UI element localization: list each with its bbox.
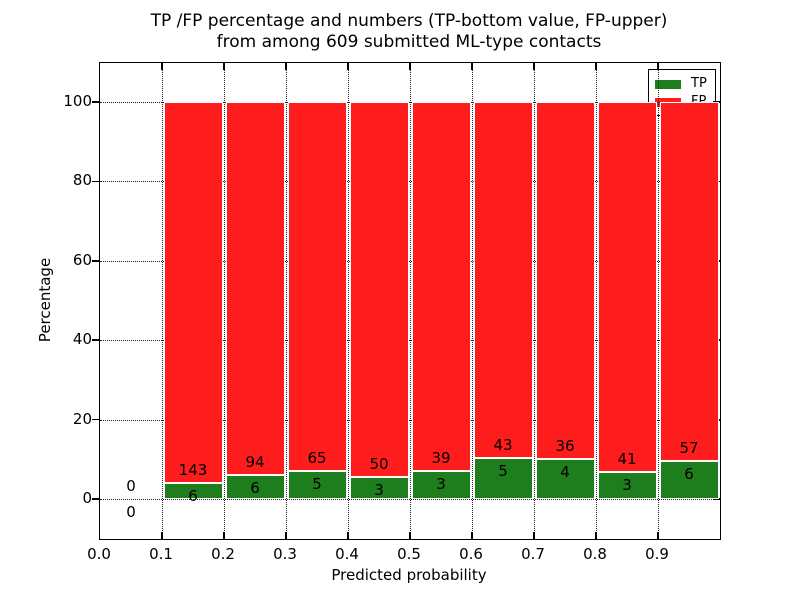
- x-axis-label: Predicted probability: [331, 566, 487, 584]
- x-tick-label-0.4: 0.4: [335, 545, 359, 563]
- bar-tp-segment-8: [598, 471, 657, 499]
- y-tick-label-0: 0: [82, 489, 92, 507]
- fp-count-label-8: 41: [617, 449, 637, 468]
- y-tick-left: [91, 180, 99, 183]
- legend-swatch-tp: [655, 79, 681, 89]
- x-tick-bottom: [533, 532, 535, 539]
- tp-count-label-6: 5: [498, 461, 508, 480]
- x-tick-label-0.1: 0.1: [149, 545, 173, 563]
- y-tick-left: [91, 101, 99, 103]
- x-tick-bottom: [471, 532, 473, 539]
- v-gridline-0.2: [224, 63, 225, 539]
- bar-tp-segment-3: [288, 470, 347, 499]
- v-gridline-0.4: [348, 63, 349, 539]
- tp-count-label-8: 3: [622, 475, 632, 494]
- v-gridline-0.3: [286, 63, 287, 539]
- fp-count-label-4: 50: [369, 454, 389, 473]
- bar-tp-segment-7: [536, 459, 595, 499]
- bar-fp-segment-7: [536, 102, 595, 460]
- x-tick-label-0.7: 0.7: [521, 545, 545, 563]
- legend-row-tp: TP: [655, 75, 709, 93]
- tp-count-label-5: 3: [436, 474, 446, 493]
- bar-fp-segment-2: [226, 102, 285, 476]
- v-gridline-0.6: [472, 63, 473, 539]
- bar-tp-segment-9: [660, 461, 719, 499]
- v-gridline-0.9: [658, 63, 659, 539]
- y-tick-left: [91, 498, 99, 500]
- fp-count-label-1: 143: [178, 461, 208, 479]
- y-tick-right: [713, 498, 720, 500]
- x-tick-bottom: [347, 532, 349, 539]
- y-tick-label-100: 100: [63, 92, 92, 110]
- x-tick-label-0.8: 0.8: [583, 545, 607, 563]
- legend-label-tp: TP: [691, 76, 707, 91]
- fp-count-label-7: 36: [555, 437, 575, 456]
- x-tick-label-0.3: 0.3: [273, 545, 297, 563]
- bar-tp-segment-6: [474, 457, 533, 499]
- y-tick-left: [91, 260, 99, 262]
- x-tick-top: [471, 63, 473, 70]
- tp-count-label-2: 6: [250, 479, 260, 498]
- fp-count-label-9: 57: [679, 439, 699, 458]
- x-tick-top: [223, 63, 225, 70]
- chart-title-line2: from among 609 submitted ML-type contact…: [216, 32, 602, 52]
- x-tick-top: [347, 63, 349, 70]
- v-gridline-0.5: [410, 63, 411, 539]
- bar-fp-segment-1: [164, 102, 223, 483]
- v-gridline-0.8: [596, 63, 597, 539]
- x-tick-label-0.9: 0.9: [645, 545, 669, 563]
- y-tick-label-60: 60: [72, 250, 92, 269]
- fp-count-label-3: 65: [307, 448, 327, 467]
- chart-title-line1: TP /FP percentage and numbers (TP-bottom…: [150, 11, 668, 31]
- y-tick-left: [91, 418, 99, 421]
- x-tick-top: [595, 63, 597, 70]
- bar-fp-segment-4: [350, 102, 409, 477]
- bar-tp-segment-4: [350, 476, 409, 499]
- chart-title: TP /FP percentage and numbers (TP-bottom…: [99, 11, 719, 53]
- y-tick-label-80: 80: [72, 171, 92, 190]
- x-tick-bottom: [657, 532, 659, 539]
- x-tick-top: [285, 63, 287, 70]
- x-tick-label-0.0: 0.0: [87, 545, 111, 563]
- tp-count-label-3: 5: [312, 474, 322, 493]
- tp-count-label-7: 4: [560, 463, 570, 482]
- v-gridline-0.1: [162, 63, 163, 539]
- x-tick-bottom: [595, 532, 597, 539]
- fp-count-label-2: 94: [245, 453, 265, 472]
- fp-count-label-5: 39: [431, 448, 451, 467]
- x-tick-label-0.6: 0.6: [459, 545, 483, 563]
- bar-fp-segment-6: [474, 102, 533, 458]
- tp-count-label-4: 3: [374, 480, 384, 499]
- tp-count-label-0: 0: [126, 503, 136, 521]
- fp-count-label-0: 0: [126, 477, 136, 495]
- x-tick-bottom: [161, 532, 163, 539]
- x-tick-bottom: [223, 532, 225, 539]
- bar-fp-segment-5: [412, 102, 471, 471]
- x-tick-bottom: [285, 532, 287, 539]
- bar-fp-segment-8: [598, 102, 657, 472]
- bar-fp-segment-3: [288, 102, 347, 471]
- x-tick-label-0.2: 0.2: [211, 545, 235, 563]
- x-tick-label-0.5: 0.5: [397, 545, 421, 563]
- x-tick-top: [409, 63, 411, 70]
- fp-count-label-6: 43: [493, 435, 513, 454]
- bar-fp-segment-9: [660, 102, 719, 462]
- bar-tp-segment-1: [164, 483, 223, 499]
- x-tick-bottom: [409, 532, 411, 539]
- x-tick-top: [161, 63, 163, 70]
- bar-tp-segment-2: [226, 475, 285, 499]
- tp-count-label-1: 6: [188, 487, 198, 505]
- y-tick-left: [91, 339, 99, 341]
- y-tick-label-20: 20: [72, 409, 92, 428]
- v-gridline-0.7: [534, 63, 535, 539]
- x-tick-top: [657, 63, 659, 70]
- x-tick-top: [533, 63, 535, 70]
- tp-count-label-9: 6: [684, 465, 694, 484]
- bar-tp-segment-5: [412, 470, 471, 499]
- y-tick-label-40: 40: [72, 330, 92, 349]
